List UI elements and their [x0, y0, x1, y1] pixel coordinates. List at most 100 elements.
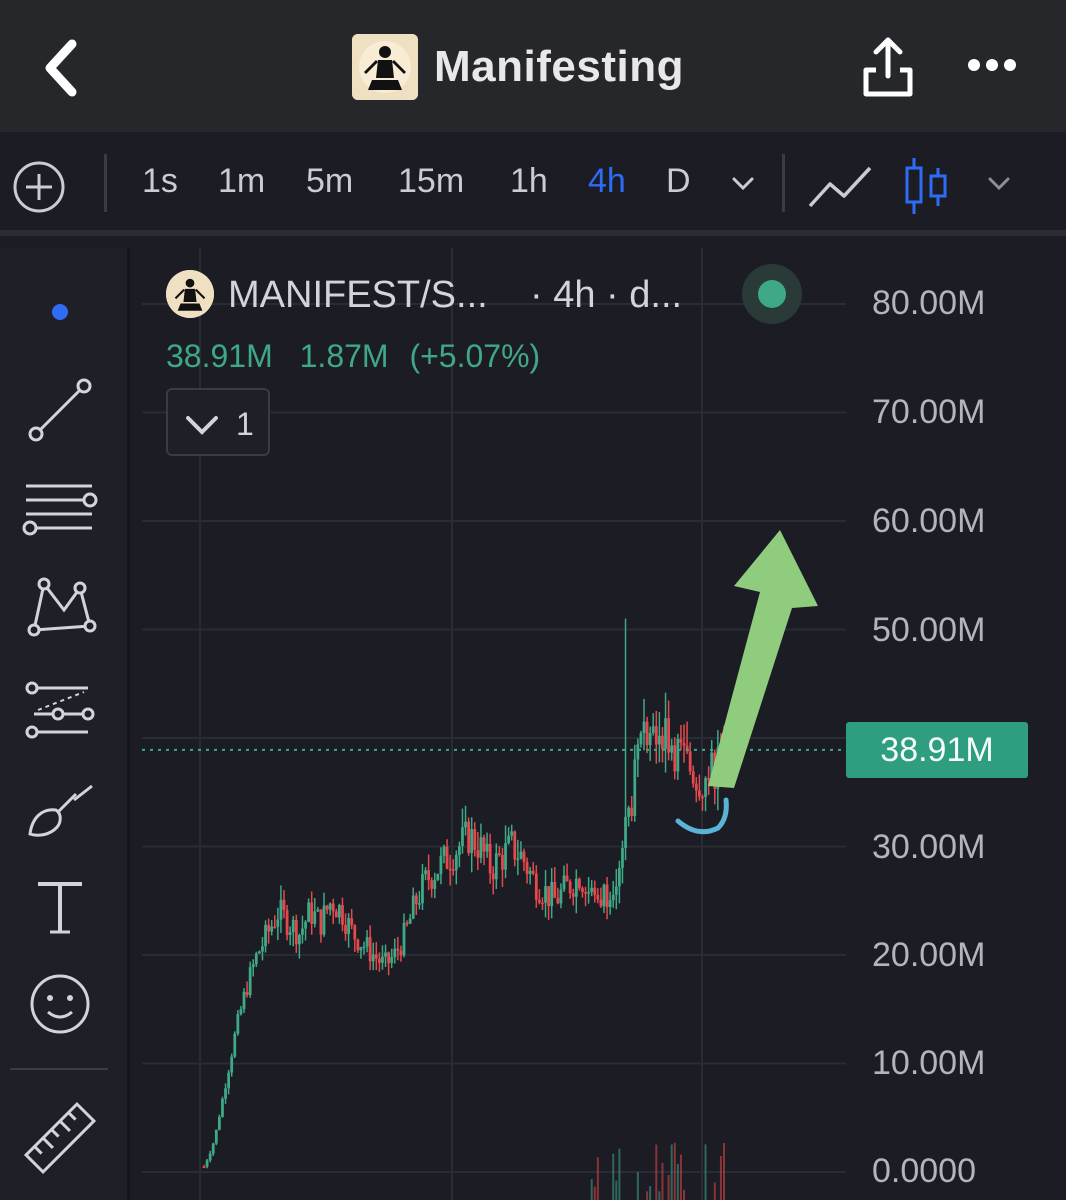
back-button[interactable] [30, 28, 100, 108]
line-chart-button[interactable] [806, 156, 876, 216]
candle-body [264, 924, 267, 947]
candle-body [559, 889, 563, 904]
candle-body [227, 1072, 231, 1089]
timeframe-1m[interactable]: 1m [218, 162, 266, 200]
candle-body [621, 848, 624, 868]
candle-body [365, 937, 369, 947]
candle-body [645, 721, 649, 746]
app-header: Manifesting [0, 0, 1066, 132]
candle-body [528, 870, 532, 874]
indicator-count: 1 [236, 406, 254, 442]
add-indicator-button[interactable] [10, 158, 68, 216]
candle-body [436, 873, 440, 880]
volume-bars [590, 1142, 725, 1200]
candle-body [257, 951, 261, 954]
trend-line-icon [28, 378, 92, 442]
page-title: Manifesting [434, 42, 684, 91]
share-button[interactable] [856, 32, 920, 102]
candle-body [236, 1014, 240, 1034]
candle-body [676, 739, 680, 772]
indicators-collapse-button[interactable]: 1 [166, 388, 270, 456]
candle-body [307, 902, 311, 922]
candle-body [331, 903, 335, 912]
tool-brush[interactable] [18, 770, 102, 854]
y-tick-label: 70.00M [872, 393, 986, 431]
candlestick-chart[interactable] [142, 248, 1066, 1200]
tool-trend-line[interactable] [18, 370, 102, 454]
candle-body [651, 726, 655, 733]
price-summary: 38.91M 1.87M (+5.07%) [166, 338, 558, 375]
candle-body [587, 891, 591, 894]
chart-type-dropdown[interactable] [982, 166, 1016, 200]
market-status[interactable] [742, 264, 802, 324]
candle-body [485, 843, 489, 852]
timeframe-15m[interactable]: 15m [398, 162, 465, 200]
candle-body [476, 850, 480, 858]
forecast-icon [25, 681, 95, 739]
tool-ruler[interactable] [18, 1096, 102, 1180]
candle-body [353, 925, 357, 940]
symbol-name[interactable]: MANIFEST/S... [228, 274, 488, 316]
last-price-label: 38.91M [846, 722, 1028, 778]
status-dot-icon [758, 280, 786, 308]
candle-body [464, 821, 467, 828]
candle-body [704, 778, 707, 797]
timeframe-dropdown[interactable] [726, 166, 760, 200]
timeframe-5m[interactable]: 5m [306, 162, 354, 200]
tool-fib-levels[interactable] [18, 470, 102, 554]
token-avatar[interactable] [352, 34, 418, 100]
candlestick-button[interactable] [900, 154, 952, 218]
candle-body [531, 870, 535, 874]
candle-body [424, 870, 427, 875]
candle-body [430, 880, 434, 889]
candle-body [421, 874, 424, 904]
candle-body [556, 897, 560, 904]
candle-body [224, 1088, 227, 1099]
chevron-down-icon [988, 177, 1010, 191]
dot-icon [52, 304, 68, 320]
timeframe-1s[interactable]: 1s [142, 162, 178, 200]
candle-body [297, 934, 301, 945]
candle-body [313, 911, 317, 924]
tool-emoji[interactable] [18, 962, 102, 1046]
candle-body [501, 855, 504, 870]
up-arrow-annotation [708, 530, 818, 788]
volume-bar [658, 1191, 661, 1200]
candlestick-icon [905, 158, 947, 214]
candle-body [368, 937, 372, 962]
tool-forecast[interactable] [18, 670, 102, 754]
candle-body [291, 919, 295, 933]
candle-body [322, 905, 326, 935]
volume-bar [719, 1155, 722, 1200]
candle-body [267, 924, 271, 932]
interval-meta: · 4h · d... [530, 274, 683, 316]
timeframe-4h[interactable]: 4h [588, 162, 626, 200]
candle-body [304, 921, 307, 929]
tool-text[interactable] [18, 866, 102, 950]
more-button[interactable] [960, 40, 1024, 90]
candle-body [325, 905, 329, 910]
y-tick-label: 50.00M [872, 611, 986, 649]
candle-body [519, 851, 523, 859]
share-icon [863, 37, 913, 97]
candle-body [399, 950, 403, 956]
candle-body [596, 895, 600, 900]
candle-body [221, 1098, 224, 1117]
candle-body [479, 837, 483, 858]
timeframe-1h[interactable]: 1h [510, 162, 548, 200]
line-chart-icon [808, 166, 872, 208]
candle-body [605, 884, 609, 908]
volume-bar [590, 1179, 593, 1200]
volume-bar [723, 1143, 725, 1200]
volume-bar [596, 1157, 599, 1200]
candle-body [488, 843, 492, 874]
candle-body [254, 953, 258, 965]
candle-body [384, 952, 387, 957]
candle-body [282, 899, 286, 910]
candle-body [565, 875, 569, 882]
tool-dot[interactable] [18, 270, 102, 354]
candle-body [467, 821, 471, 854]
tool-pattern[interactable] [18, 570, 102, 654]
timeframe-d[interactable]: D [666, 162, 691, 200]
candle-body [562, 875, 566, 890]
